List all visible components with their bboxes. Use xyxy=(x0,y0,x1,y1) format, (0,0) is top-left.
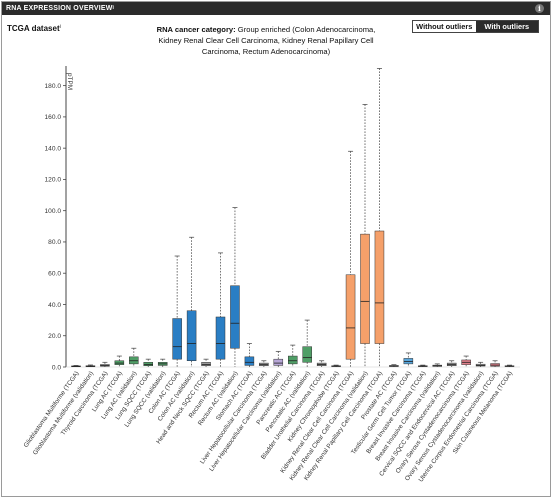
y-tick-label: 0.0 xyxy=(52,364,61,371)
y-tick-label: 60.0 xyxy=(48,271,61,278)
dataset-label-text: TCGA dataset xyxy=(7,24,60,33)
box-15[interactable] xyxy=(288,355,298,365)
dataset-info-marker[interactable]: i xyxy=(59,24,61,30)
outlier-toggle: Without outliers With outliers xyxy=(412,20,539,33)
box-12[interactable] xyxy=(244,356,255,366)
panel-title: RNA EXPRESSION OVERVIEW xyxy=(6,5,113,12)
y-tick-label: 100.0 xyxy=(44,208,61,215)
box-10[interactable] xyxy=(215,316,226,360)
y-tick-label: 40.0 xyxy=(48,302,61,309)
box-11[interactable] xyxy=(230,285,240,349)
y-tick-label: 20.0 xyxy=(48,333,61,340)
dataset-label: TCGA dataseti xyxy=(7,24,61,33)
x-category-label: Glioblastoma Multiforme (TCGA) xyxy=(23,370,81,449)
y-tick-label: 160.0 xyxy=(44,114,61,121)
panel-titlebar: RNA EXPRESSION OVERVIEWi i xyxy=(2,2,550,15)
rna-cancer-category: RNA cancer category: Group enriched (Col… xyxy=(148,24,384,57)
panel-title-info-marker[interactable]: i xyxy=(112,5,115,11)
with-outliers-button[interactable]: With outliers xyxy=(475,21,538,32)
box-19[interactable] xyxy=(345,274,356,360)
box-5[interactable] xyxy=(143,362,153,366)
without-outliers-button[interactable]: Without outliers xyxy=(413,21,476,32)
box-8[interactable] xyxy=(186,310,197,361)
help-icon[interactable]: i xyxy=(535,4,544,13)
x-category-label: Glioblastoma Multiforme (validation) xyxy=(32,370,95,456)
box-21[interactable] xyxy=(374,230,385,344)
box-14[interactable] xyxy=(273,358,284,366)
y-tick-label: 180.0 xyxy=(44,83,61,90)
box-9[interactable] xyxy=(201,362,211,366)
y-tick-label: 140.0 xyxy=(44,145,61,152)
category-text: Group enriched (Colon Adenocarcinoma, Ki… xyxy=(158,25,376,56)
box-16[interactable] xyxy=(302,346,312,363)
y-axis-unit-label: pTPM xyxy=(66,73,73,90)
category-label: RNA cancer category: xyxy=(156,25,236,34)
y-tick-label: 80.0 xyxy=(48,239,61,246)
y-tick-label: 120.0 xyxy=(44,177,61,184)
box-7[interactable] xyxy=(172,318,182,360)
box-20[interactable] xyxy=(360,233,370,344)
